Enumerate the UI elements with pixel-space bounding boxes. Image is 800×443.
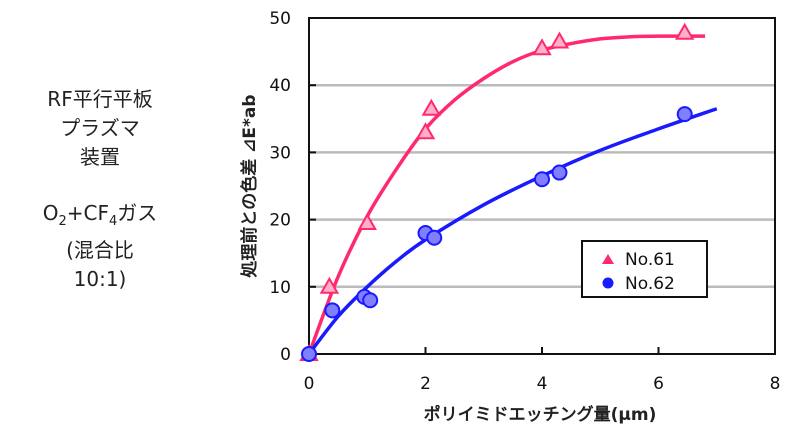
process-conditions: RF平行平板 プラズマ 装置 O2+CF4ガス (混合比 10:1) (0, 85, 200, 294)
data-point-circle (324, 302, 341, 319)
x-tick-label: 4 (537, 374, 548, 394)
gas-o: O (42, 201, 59, 225)
y-tick-label: 10 (269, 278, 291, 298)
y-tick-label: 20 (269, 211, 291, 231)
trend-line-no62 (307, 107, 718, 356)
legend-label-no61: No.61 (625, 250, 675, 270)
y-axis-label: 処理前との色差 ⊿E*ab (239, 94, 260, 278)
legend-circle-icon (602, 277, 614, 289)
data-point-circle (534, 171, 550, 188)
data-point-triangle (319, 276, 340, 294)
data-point-triangle (532, 38, 552, 56)
gas-line: O2+CF4ガス (0, 199, 200, 236)
condition-line: 10:1) (73, 267, 127, 291)
x-tick-label: 2 (420, 374, 431, 394)
y-tick-label: 50 (269, 9, 291, 29)
data-point-triangle (357, 212, 377, 230)
gas-cf-sub: 4 (108, 214, 118, 229)
x-tick-label: 6 (653, 374, 664, 394)
y-tick-label: 30 (269, 143, 291, 163)
data-point-circle (676, 106, 693, 123)
condition-line: 装置 (80, 145, 120, 169)
x-tick-label: 0 (304, 374, 315, 394)
x-tick-label: 8 (770, 374, 781, 394)
data-point-triangle (421, 98, 442, 116)
data-point-circle (362, 292, 379, 309)
gas-o-sub: 2 (58, 214, 67, 229)
data-point-circle (551, 164, 568, 181)
y-tick-label: 0 (280, 345, 291, 365)
data-point-triangle (549, 31, 570, 49)
data-point-circle (301, 346, 317, 362)
legend-triangle-icon (602, 254, 614, 264)
gas-cf: +CF (66, 201, 109, 225)
condition-line: (混合比 (66, 238, 134, 262)
condition-line: RF平行平板 (47, 87, 153, 111)
data-point-triangle (674, 22, 695, 40)
gas-suffix: ガス (117, 201, 158, 225)
condition-line: プラズマ (60, 116, 140, 140)
data-point-triangle (415, 122, 436, 140)
data-point-circle (426, 229, 443, 246)
legend-label-no62: No.62 (625, 274, 675, 294)
x-axis-label: ポリイミドエッチング量(μm) (424, 404, 657, 425)
legend: No.61 No.62 (581, 240, 708, 298)
y-tick-label: 40 (269, 76, 291, 96)
legend-box (581, 240, 708, 298)
